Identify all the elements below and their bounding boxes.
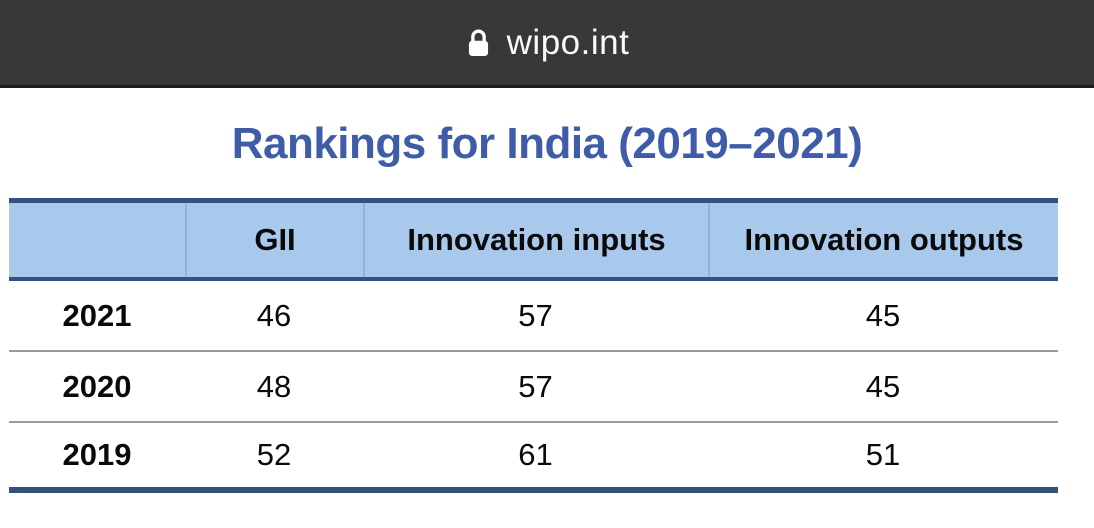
table-row-2021: 2021 46 57 45 — [9, 281, 1058, 352]
page-content: Rankings for India (2019–2021) GII Innov… — [0, 119, 1094, 493]
table-row-2019: 2019 52 61 51 — [9, 423, 1058, 493]
outputs-value-cell: 45 — [865, 368, 901, 404]
address-text: wipo.int — [506, 22, 630, 62]
gii-value-cell: 48 — [256, 368, 292, 404]
table-row-2020: 2020 48 57 45 — [9, 352, 1058, 423]
browser-address-bar[interactable]: wipo.int — [0, 0, 1094, 88]
page-title: Rankings for India (2019–2021) — [231, 119, 863, 168]
year-cell: 2020 — [62, 368, 132, 404]
lock-icon — [465, 27, 492, 59]
outputs-value-cell: 45 — [865, 297, 901, 333]
col-header-gii: GII — [185, 203, 363, 277]
col-header-empty — [9, 203, 185, 277]
inputs-value-cell: 57 — [518, 297, 553, 333]
col-header-innovation-inputs: Innovation inputs — [363, 203, 708, 277]
rankings-table: GII Innovation inputs Innovation outputs… — [9, 198, 1058, 493]
col-header-innovation-outputs: Innovation outputs — [708, 203, 1058, 277]
year-cell: 2021 — [62, 297, 132, 333]
inputs-value-cell: 57 — [518, 368, 553, 404]
inputs-value-cell: 61 — [518, 437, 553, 472]
year-cell: 2019 — [62, 437, 132, 472]
gii-value-cell: 52 — [256, 437, 292, 472]
gii-value-cell: 46 — [256, 297, 292, 333]
outputs-value-cell: 51 — [865, 437, 901, 472]
table-header-row: GII Innovation inputs Innovation outputs — [9, 198, 1058, 281]
